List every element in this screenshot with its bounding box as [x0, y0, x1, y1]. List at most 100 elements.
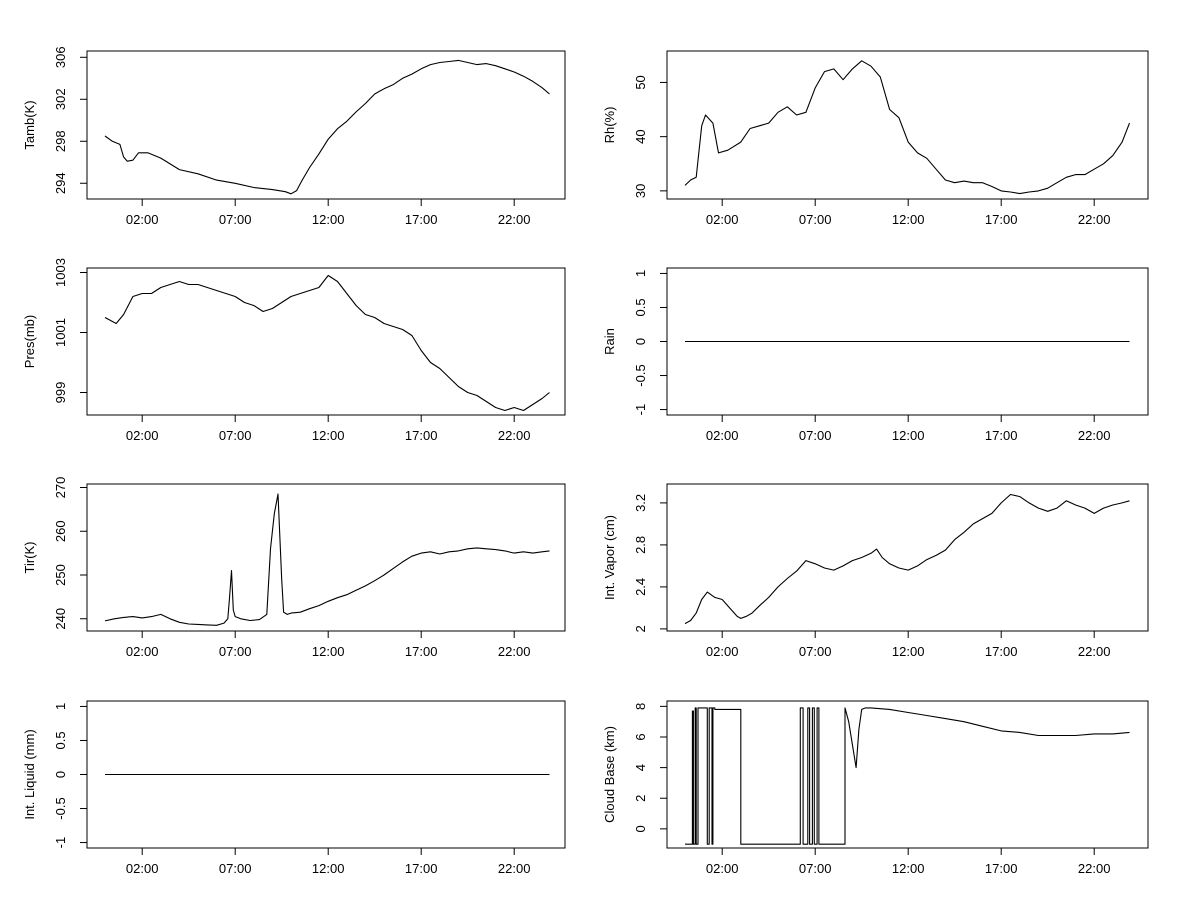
y-tick-label: -1 [633, 404, 648, 416]
plot-frame [86, 483, 566, 632]
y-tick-label: 50 [633, 75, 648, 89]
y-tick-label: 1 [633, 270, 648, 277]
y-tick-label: 270 [53, 477, 68, 499]
panel-rain: 02:00 07:00 12:00 17:00 22:00 -1 -0.5 0 0.5 1 Rain [602, 267, 1149, 443]
panel-cloudbase: 02:00 07:00 12:00 17:00 22:00 0 2 4 6 8 Cloud Base… [602, 700, 1149, 876]
y-tick-label: 2 [633, 625, 648, 632]
x-tick-label: 07:00 [219, 428, 252, 443]
x-tick-label: 12:00 [892, 212, 925, 227]
x-tick-label: 02:00 [706, 861, 739, 876]
y-axis-label: Tir(K) [22, 541, 37, 573]
y-tick-label: 302 [53, 88, 68, 110]
y-tick-label: 0 [633, 338, 648, 345]
series-line-pres [104, 274, 550, 412]
plot-frame [666, 483, 1149, 632]
panel-pres: 02:00 07:00 12:00 17:00 22:00 999 1001 1003 Pres… [22, 258, 566, 443]
y-tick-label: 1003 [53, 258, 68, 287]
y-axis-label: Cloud Base (km) [602, 726, 617, 823]
series-line-vapor [684, 493, 1130, 625]
x-tick-label: 17:00 [985, 644, 1018, 659]
x-tick-label: 12:00 [892, 428, 925, 443]
x-tick-label: 22:00 [1078, 212, 1111, 227]
x-tick-label: 12:00 [892, 644, 925, 659]
x-tick-label: 02:00 [706, 644, 739, 659]
panel-liquid: 02:00 07:00 12:00 17:00 22:00 -1 -0.5 0 0.5 1 Int.… [22, 700, 566, 876]
plot-frame [86, 50, 566, 200]
x-tick-label: 17:00 [985, 212, 1018, 227]
x-tick-label: 02:00 [126, 428, 159, 443]
y-axis-label: Rain [602, 328, 617, 355]
y-tick-label: 4 [633, 764, 648, 771]
series-line-tamb [104, 59, 550, 195]
panel-tamb: 02:00 07:00 12:00 17:00 22:00 294 298 302 306 Tam… [22, 46, 566, 227]
x-tick-label: 07:00 [799, 644, 832, 659]
y-tick-label: 8 [633, 703, 648, 710]
x-tick-label: 22:00 [498, 428, 531, 443]
y-tick-label: 0.5 [633, 298, 648, 316]
x-tick-label: 07:00 [219, 212, 252, 227]
y-tick-label: 294 [53, 172, 68, 194]
x-tick-label: 02:00 [706, 212, 739, 227]
x-tick-label: 22:00 [498, 212, 531, 227]
series-line-tir [104, 493, 550, 626]
y-tick-label: 1 [53, 703, 68, 710]
x-tick-label: 12:00 [892, 861, 925, 876]
y-tick-label: 30 [633, 184, 648, 198]
x-tick-label: 17:00 [985, 861, 1018, 876]
panel-tir: 02:00 07:00 12:00 17:00 22:00 240 250 260 270 Tir… [22, 477, 566, 659]
y-tick-label: 240 [53, 608, 68, 630]
y-axis-label: Int. Vapor (cm) [602, 515, 617, 600]
plot-frame [666, 50, 1149, 200]
x-tick-label: 17:00 [985, 428, 1018, 443]
y-tick-label: 298 [53, 130, 68, 152]
x-tick-label: 02:00 [126, 212, 159, 227]
x-tick-label: 22:00 [1078, 428, 1111, 443]
y-tick-label: -0.5 [633, 364, 648, 386]
y-axis-label: Rh(%) [602, 107, 617, 144]
y-tick-label: 6 [633, 733, 648, 740]
y-tick-label: 40 [633, 129, 648, 143]
x-tick-label: 17:00 [405, 644, 438, 659]
x-tick-label: 12:00 [312, 861, 345, 876]
y-tick-label: 0 [53, 771, 68, 778]
x-tick-label: 07:00 [799, 212, 832, 227]
panel-rh: 02:00 07:00 12:00 17:00 22:00 30 40 50 Rh(%) [602, 50, 1149, 227]
y-axis-label: Tamb(K) [22, 100, 37, 149]
y-tick-label: -1 [53, 837, 68, 849]
x-tick-label: 22:00 [498, 644, 531, 659]
x-tick-label: 17:00 [405, 428, 438, 443]
x-tick-label: 02:00 [126, 861, 159, 876]
y-tick-label: 999 [53, 382, 68, 404]
y-tick-label: 2 [633, 795, 648, 802]
x-tick-label: 22:00 [1078, 861, 1111, 876]
y-tick-label: 260 [53, 520, 68, 542]
y-tick-label: 2.4 [633, 578, 648, 596]
series-line-rh [684, 60, 1131, 195]
x-tick-label: 02:00 [706, 428, 739, 443]
y-axis-label: Pres(mb) [22, 315, 37, 368]
y-tick-label: 3.2 [633, 494, 648, 512]
x-tick-label: 07:00 [799, 861, 832, 876]
x-tick-label: 02:00 [126, 644, 159, 659]
x-tick-label: 17:00 [405, 212, 438, 227]
series-line-cloudbase [685, 707, 1130, 845]
y-axis-label: Int. Liquid (mm) [22, 729, 37, 819]
y-tick-label: 250 [53, 564, 68, 586]
x-tick-label: 22:00 [1078, 644, 1111, 659]
x-tick-label: 07:00 [799, 428, 832, 443]
x-tick-label: 22:00 [498, 861, 531, 876]
y-tick-label: 306 [53, 46, 68, 68]
x-tick-label: 12:00 [312, 212, 345, 227]
y-tick-label: 2.8 [633, 536, 648, 554]
y-tick-label: -0.5 [53, 797, 68, 819]
x-tick-label: 07:00 [219, 861, 252, 876]
y-tick-label: 1001 [53, 318, 68, 347]
plot-frame [86, 267, 566, 416]
x-tick-label: 07:00 [219, 644, 252, 659]
plot-frame [666, 700, 1149, 849]
x-tick-label: 12:00 [312, 644, 345, 659]
x-tick-label: 12:00 [312, 428, 345, 443]
x-tick-label: 17:00 [405, 861, 438, 876]
panel-vapor: 02:00 07:00 12:00 17:00 22:00 2 2.4 2.8 3.2 Int. … [602, 483, 1149, 659]
